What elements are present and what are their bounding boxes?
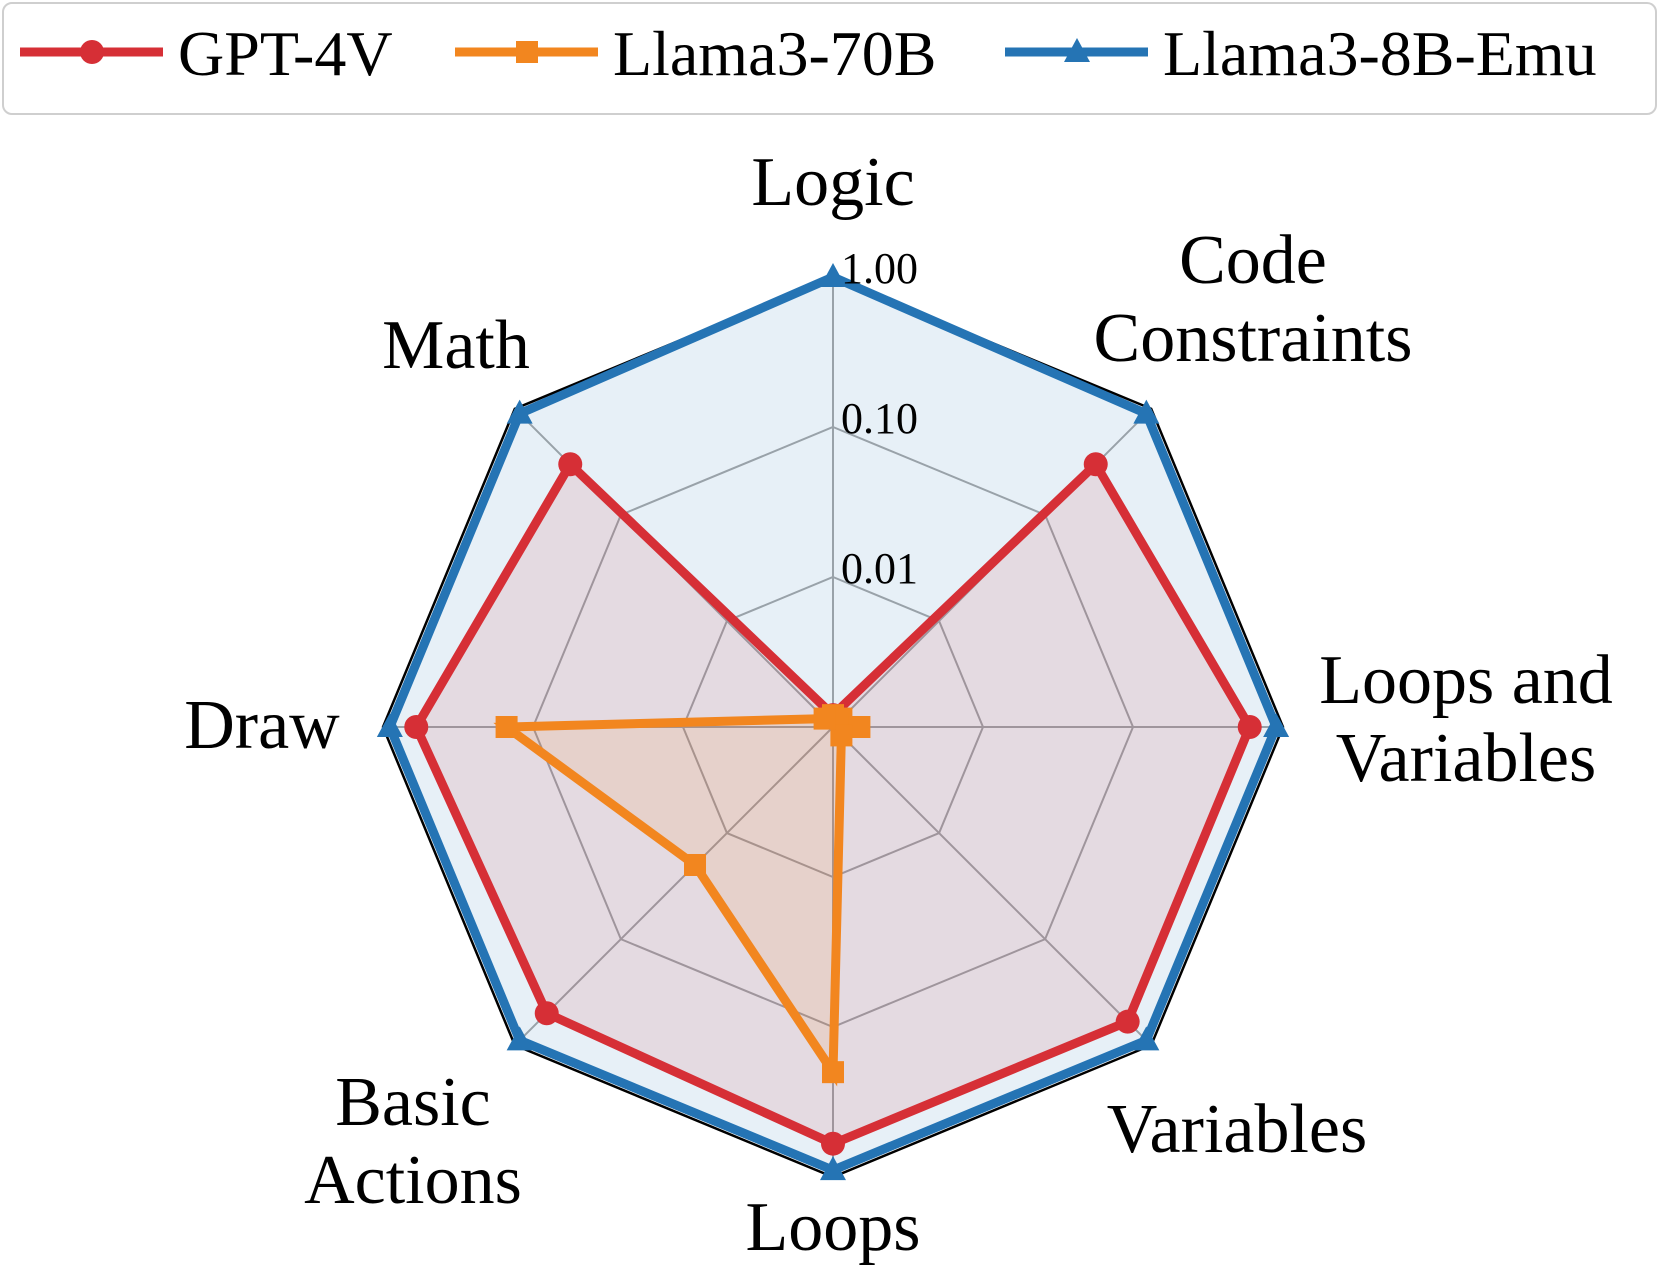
- axis-label: Basic: [335, 1064, 491, 1141]
- tick-label: 1.00: [841, 244, 918, 293]
- series-area: [416, 464, 1250, 1144]
- data-point: [1237, 715, 1262, 739]
- radar-series: [376, 263, 1290, 1181]
- legend-marker: [1064, 38, 1090, 62]
- data-point: [1263, 713, 1290, 737]
- tick-label: 0.10: [841, 394, 918, 443]
- data-point: [376, 713, 403, 737]
- data-point: [830, 724, 853, 747]
- data-point: [1083, 452, 1108, 477]
- data-point: [404, 715, 429, 739]
- series-llama3-70b: [493, 704, 871, 1087]
- series-area: [506, 715, 860, 1073]
- grid-spoke: [832, 726, 1152, 1046]
- axis-label: Logic: [751, 144, 914, 221]
- axis-label: Loops: [746, 1189, 921, 1266]
- legend: [2, 2, 1657, 115]
- data-point: [820, 1156, 846, 1181]
- legend-marker: [80, 40, 104, 64]
- data-point: [506, 399, 533, 424]
- axis-label: Variables: [1336, 720, 1596, 797]
- axis-label: Code: [1179, 222, 1327, 299]
- legend-label: Llama3-70B: [613, 18, 936, 89]
- legend-marker: [516, 41, 538, 63]
- legend-label: GPT-4V: [178, 18, 393, 89]
- data-point: [830, 707, 853, 730]
- axis-label: Draw: [184, 687, 340, 764]
- data-point: [848, 716, 871, 738]
- legend-entries: GPT-4V Llama3-70B Llama3-8B-Emu: [20, 18, 1597, 89]
- axis-label: Actions: [304, 1142, 522, 1219]
- axis-label: Constraints: [1094, 300, 1413, 377]
- data-point: [821, 1131, 845, 1156]
- data-point: [558, 452, 583, 477]
- tick-label: 0.01: [841, 544, 918, 593]
- data-point: [813, 707, 836, 730]
- data-point: [684, 853, 707, 876]
- axis-label: Variables: [1107, 1091, 1367, 1168]
- axis-label: Loops and: [1319, 642, 1613, 719]
- legend-label: Llama3-8B-Emu: [1163, 18, 1597, 89]
- data-point: [534, 1001, 559, 1026]
- axis-label: Math: [382, 307, 530, 384]
- legend-entry-llama3-8b-emu: Llama3-8B-Emu: [1005, 18, 1597, 89]
- grid-spoke: [514, 726, 834, 1046]
- data-point: [820, 263, 846, 287]
- data-point: [1133, 1026, 1160, 1051]
- legend-entry-gpt-4v: GPT-4V: [20, 18, 393, 89]
- data-point: [1115, 1009, 1140, 1034]
- series-gpt-4v: [404, 452, 1262, 1156]
- legend-entry-llama3-70b: Llama3-70B: [455, 18, 936, 89]
- data-point: [1133, 399, 1160, 424]
- data-point: [822, 1061, 844, 1084]
- data-point: [495, 716, 518, 738]
- data-point: [506, 1026, 533, 1051]
